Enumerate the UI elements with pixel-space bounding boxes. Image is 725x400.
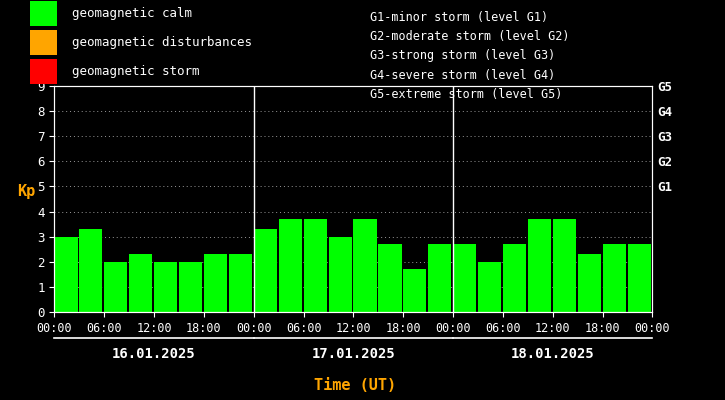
Bar [79,229,102,312]
Text: G4-severe storm (level G4): G4-severe storm (level G4) [370,69,555,82]
Text: Time (UT): Time (UT) [314,378,397,393]
Bar [179,262,202,312]
Text: geomagnetic storm: geomagnetic storm [72,65,199,78]
Bar [229,254,252,312]
Bar [578,254,601,312]
Bar [204,254,227,312]
Bar [278,219,302,312]
Bar [528,219,551,312]
Bar [602,244,626,312]
Text: geomagnetic calm: geomagnetic calm [72,7,191,20]
Bar [552,219,576,312]
Text: 16.01.2025: 16.01.2025 [112,347,196,361]
Bar [129,254,152,312]
Bar [30,30,57,54]
Text: G3-strong storm (level G3): G3-strong storm (level G3) [370,49,555,62]
Bar [503,244,526,312]
Text: G1-minor storm (level G1): G1-minor storm (level G1) [370,10,548,24]
Bar [478,262,501,312]
Text: 18.01.2025: 18.01.2025 [511,347,594,361]
Bar [254,229,277,312]
Bar [30,59,57,84]
Bar [54,237,78,312]
Text: geomagnetic disturbances: geomagnetic disturbances [72,36,252,49]
Bar [30,1,57,26]
Bar [403,269,426,312]
Y-axis label: Kp: Kp [17,184,36,199]
Bar [154,262,177,312]
Bar [328,237,352,312]
Bar [378,244,402,312]
Bar [353,219,376,312]
Bar [628,244,651,312]
Text: G5-extreme storm (level G5): G5-extreme storm (level G5) [370,88,562,101]
Bar [304,219,327,312]
Bar [428,244,452,312]
Text: G2-moderate storm (level G2): G2-moderate storm (level G2) [370,30,569,43]
Text: 17.01.2025: 17.01.2025 [312,347,395,361]
Bar [453,244,476,312]
Bar [104,262,128,312]
